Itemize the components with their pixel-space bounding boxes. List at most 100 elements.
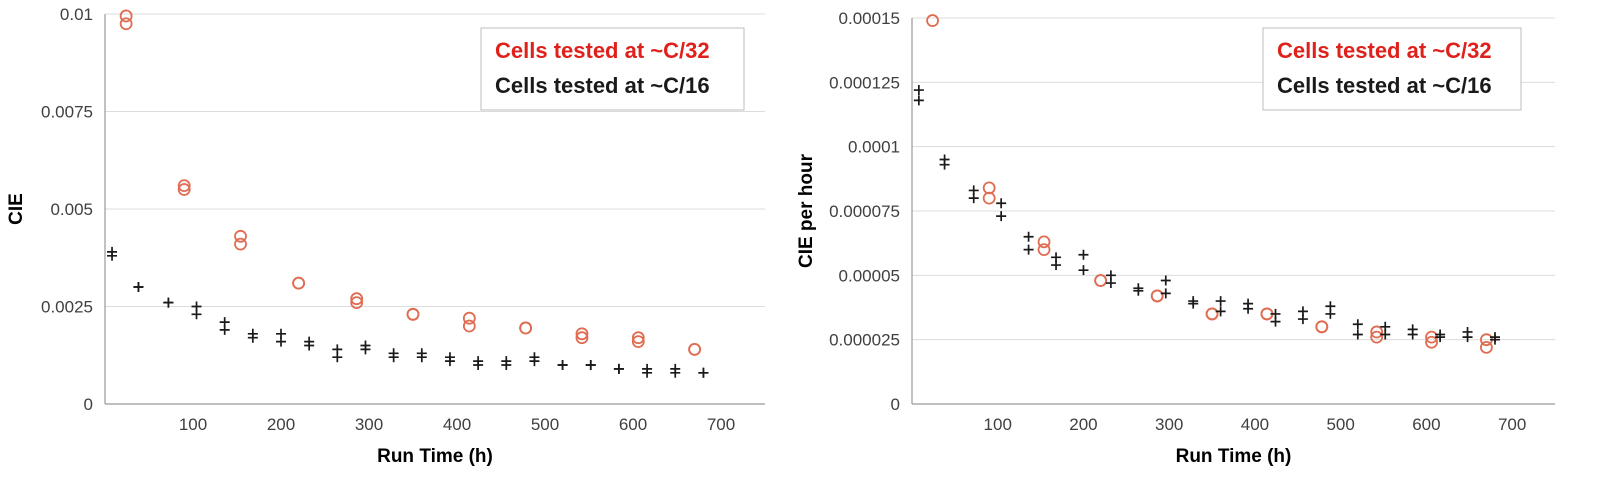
chart-1-y-tick-label: 0.000025 xyxy=(829,331,900,350)
chart-0-point-c16 xyxy=(304,340,315,351)
chart-0-point-c32 xyxy=(462,319,476,333)
chart-0-legend-entry: Cells tested at ~C/32 xyxy=(495,38,710,63)
chart-0-y-tick-label: 0.005 xyxy=(50,200,93,219)
chart-1-point-c16 xyxy=(1160,288,1171,299)
chart-0-point-c16 xyxy=(557,360,568,370)
chart-0-point-c16 xyxy=(107,250,118,261)
chart-1-point-c32 xyxy=(982,191,996,205)
chart-1-point-c16 xyxy=(1297,314,1308,325)
chart-0-point-c16 xyxy=(585,360,596,370)
chart-0-x-tick-label: 500 xyxy=(531,415,559,434)
chart-0-point-c16 xyxy=(501,360,512,370)
chart-0-point-c32 xyxy=(631,331,645,345)
chart-0-point-c16 xyxy=(670,367,681,378)
chart-1-series-1 xyxy=(913,85,1500,345)
chart-1-point-c16 xyxy=(1352,319,1363,330)
chart-cie: 0 0.0025 0.005 0.0075 0.01 100 200 300 400 500 600… xyxy=(6,5,765,467)
chart-0-legend xyxy=(480,27,745,111)
chart-0-point-c32 xyxy=(350,296,364,310)
chart-0-point-c16 xyxy=(360,344,371,355)
chart-1-y-tick-label: 0 xyxy=(891,395,900,414)
chart-1-x-tick-label: 500 xyxy=(1326,415,1354,434)
chart-0-x-tick-label: 200 xyxy=(267,415,295,434)
chart-1-point-c16 xyxy=(1078,265,1089,276)
chart-1-y-tick-label: 0.000075 xyxy=(829,202,900,221)
chart-1-point-c32 xyxy=(1037,243,1051,257)
chart-1-point-c32 xyxy=(1370,325,1384,339)
chart-0-point-c16 xyxy=(444,356,455,367)
chart-1-point-c16 xyxy=(913,85,924,96)
chart-0-series-1 xyxy=(107,246,709,378)
chart-0-point-c32 xyxy=(575,331,589,345)
chart-1-point-c32 xyxy=(982,181,996,195)
chart-1-point-c16 xyxy=(1078,249,1089,260)
chart-1-legend xyxy=(1262,27,1522,111)
chart-0-x-tick-label: 600 xyxy=(619,415,647,434)
chart-1-point-c16 xyxy=(1160,275,1171,286)
chart-0-point-c32 xyxy=(519,321,533,335)
chart-1-point-c16 xyxy=(1133,285,1144,296)
chart-0-x-tick-label: 400 xyxy=(443,415,471,434)
chart-1-point-c16 xyxy=(1462,332,1473,343)
chart-0-x-axis-title: Run Time (h) xyxy=(377,446,493,467)
chart-1-y-axis-title: CIE per hour xyxy=(796,153,817,268)
chart-1-x-tick-label: 200 xyxy=(1069,415,1097,434)
chart-0-point-c32 xyxy=(688,342,701,356)
chart-1-x-tick-label: 400 xyxy=(1241,415,1269,434)
chart-1-y-tick-label: 0.00005 xyxy=(839,266,900,285)
chart-0-point-c32 xyxy=(575,327,589,341)
chart-0-point-c16 xyxy=(276,336,286,347)
chart-0-point-c16 xyxy=(191,309,202,320)
chart-1-y-tick-label: 0.000125 xyxy=(829,73,900,92)
chart-0-y-tick-label: 0.01 xyxy=(60,5,93,24)
chart-1-point-c32 xyxy=(1370,330,1384,344)
chart-0-point-c16 xyxy=(416,352,427,363)
chart-0-point-c32 xyxy=(177,179,191,193)
chart-0-point-c32 xyxy=(462,311,476,325)
chart-1-legend-entry: Cells tested at ~C/32 xyxy=(1277,38,1492,63)
chart-0-point-c32 xyxy=(119,17,133,31)
chart-1-x-tick-label: 300 xyxy=(1155,415,1183,434)
chart-0-point-c32 xyxy=(631,335,645,349)
chart-1-x-axis-title: Run Time (h) xyxy=(1176,446,1292,467)
chart-0-point-c16 xyxy=(388,352,399,363)
chart-0-point-c32 xyxy=(234,229,247,243)
chart-1-y-tick-label: 0.00015 xyxy=(839,9,900,28)
chart-1-point-c32 xyxy=(1315,320,1329,334)
chart-1-point-c16 xyxy=(1215,306,1226,317)
chart-1-point-c16 xyxy=(1352,329,1363,340)
chart-1-point-c32 xyxy=(1094,274,1108,287)
chart-0-point-c32 xyxy=(350,292,364,306)
chart-1-point-c16 xyxy=(1023,231,1034,242)
chart-1-x-tick-label: 600 xyxy=(1412,415,1440,434)
chart-0-point-c16 xyxy=(332,352,343,363)
chart-1-point-c16 xyxy=(1380,329,1391,340)
chart-0-point-c16 xyxy=(133,282,144,292)
chart-0-point-c16 xyxy=(163,297,174,308)
chart-1-point-c16 xyxy=(968,193,979,204)
chart-1-point-c16 xyxy=(996,211,1007,222)
chart-1-x-tick-label: 100 xyxy=(984,415,1012,434)
chart-1-point-c16 xyxy=(939,159,950,170)
chart-1-point-c16 xyxy=(1243,303,1254,314)
chart-0-point-c32 xyxy=(292,276,306,290)
chart-0-y-axis-title: CIE xyxy=(6,193,27,225)
chart-0-point-c32 xyxy=(177,183,191,196)
chart-0-point-c16 xyxy=(613,363,624,374)
chart-0-point-c32 xyxy=(119,9,133,23)
chart-1-point-c32 xyxy=(1480,340,1493,354)
chart-1-point-c16 xyxy=(1270,316,1281,327)
chart-0-point-c32 xyxy=(234,237,247,251)
chart-1-point-c16 xyxy=(1051,260,1062,271)
chart-1-point-c32 xyxy=(926,14,939,27)
chart-1-y-tick-label: 0.0001 xyxy=(848,138,900,157)
chart-1-point-c16 xyxy=(1215,296,1226,307)
chart-1-point-c16 xyxy=(913,95,924,106)
chart-1-point-c16 xyxy=(1188,298,1199,309)
chart-0-series-0 xyxy=(119,9,701,356)
chart-0-legend-entry: Cells tested at ~C/16 xyxy=(495,73,710,98)
chart-0-y-tick-label: 0.0075 xyxy=(41,103,93,122)
chart-0-point-c16 xyxy=(642,367,653,378)
